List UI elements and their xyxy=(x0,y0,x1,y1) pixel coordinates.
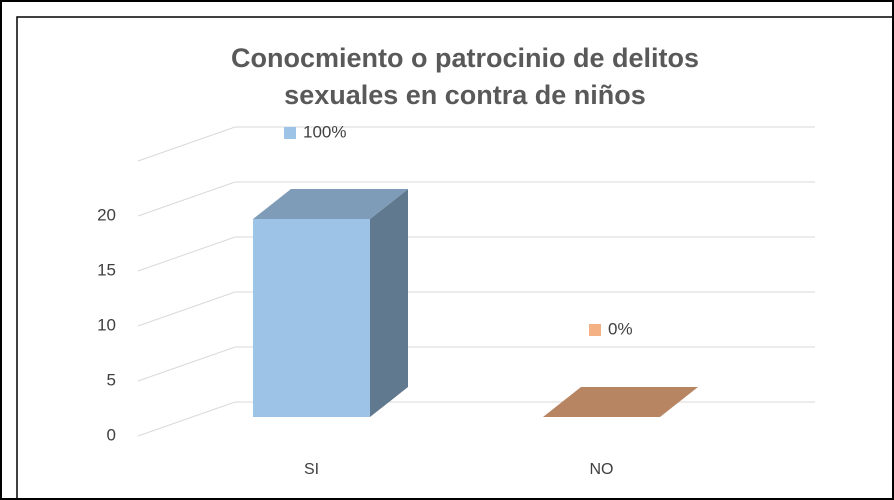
bar-top xyxy=(253,189,408,219)
y-tick-label: 5 xyxy=(107,370,116,389)
grid-line xyxy=(137,346,815,382)
grid-line xyxy=(137,401,815,437)
label-key xyxy=(589,324,601,336)
y-tick-label: 20 xyxy=(97,205,116,224)
grid-line xyxy=(137,291,815,327)
grid-line xyxy=(137,126,815,162)
grid-line xyxy=(137,181,815,217)
grid-line xyxy=(137,236,815,272)
bar xyxy=(253,189,408,417)
y-tick-label: 10 xyxy=(97,315,116,334)
x-tick-label: NO xyxy=(590,461,614,478)
y-tick-label: 15 xyxy=(97,260,116,279)
y-tick-label: 0 xyxy=(107,425,116,444)
bar xyxy=(543,387,698,417)
bar-top xyxy=(543,387,698,417)
bar-side xyxy=(370,189,408,417)
chart-title: sexuales en contra de niños xyxy=(284,80,646,110)
label-key xyxy=(284,127,296,139)
inner-frame xyxy=(16,16,894,500)
data-label: 100% xyxy=(303,122,346,141)
data-label: 0% xyxy=(608,319,633,338)
bar-front xyxy=(253,219,370,417)
chart-title: Conocmiento o patrocinio de delitos xyxy=(231,43,699,73)
x-tick-label: SI xyxy=(304,461,319,478)
